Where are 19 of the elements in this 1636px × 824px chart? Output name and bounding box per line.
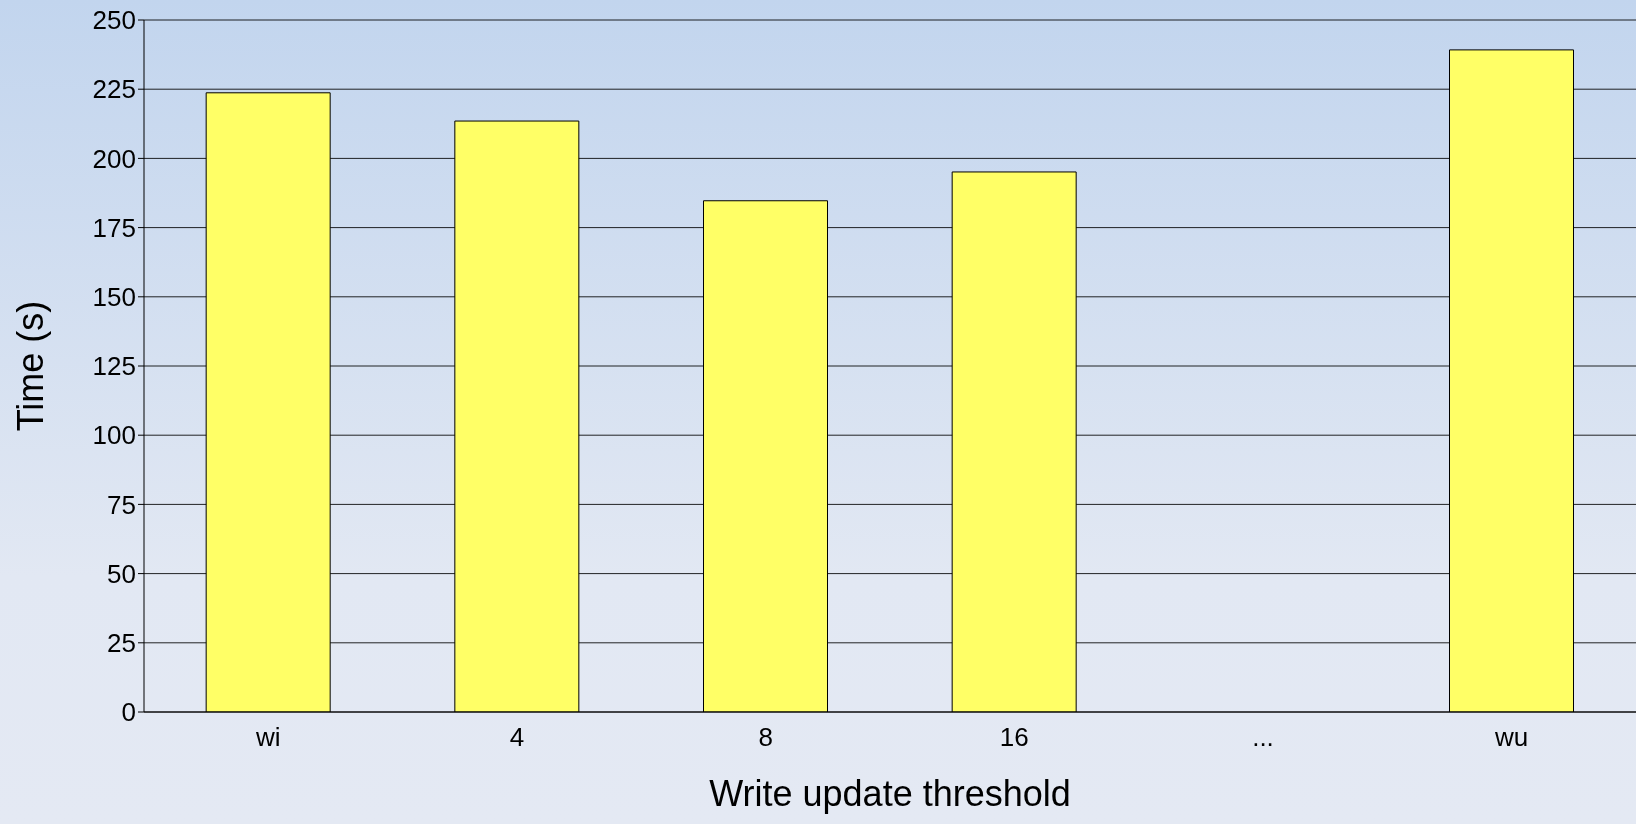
x-tick-label: 16 — [999, 722, 1029, 753]
y-tick-label: 250 — [92, 5, 136, 36]
x-tick-label: 4 — [509, 722, 525, 753]
x-tick-label: wu — [1494, 722, 1529, 753]
y-tick-label: 100 — [92, 420, 136, 451]
y-tick-label: 125 — [92, 351, 136, 382]
y-tick-label: 175 — [92, 212, 136, 243]
y-tick-label: 200 — [92, 143, 136, 174]
x-tick-label: wi — [255, 722, 281, 753]
y-tick-label: 50 — [107, 558, 136, 589]
x-tick-label: ... — [1252, 722, 1274, 753]
x-tick-label: 8 — [758, 722, 773, 753]
y-tick-label: 225 — [92, 74, 136, 105]
x-axis-title: Write update threshold — [709, 773, 1071, 814]
y-tick-label: 0 — [121, 697, 136, 728]
y-tick-label: 25 — [107, 628, 136, 659]
y-tick-label: 150 — [92, 282, 136, 313]
y-axis-title: Time (s) — [9, 300, 51, 432]
y-tick-label: 75 — [107, 489, 136, 520]
